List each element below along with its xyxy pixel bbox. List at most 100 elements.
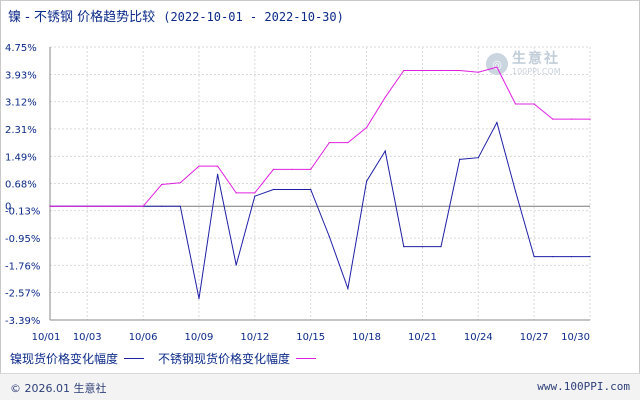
data-point [235, 264, 237, 266]
data-point [533, 256, 535, 258]
data-point [477, 157, 479, 159]
footer-copyright: © 2026.01 生意社 [10, 382, 107, 395]
data-point [552, 118, 554, 120]
data-point [328, 235, 330, 238]
data-point [310, 168, 312, 170]
data-point [217, 165, 219, 167]
data-point [570, 118, 573, 120]
legend-item-nickel: 镍现货价格变化幅度 [10, 350, 145, 367]
data-point [347, 287, 349, 290]
data-point [272, 168, 274, 170]
data-point [514, 103, 517, 105]
data-point [403, 69, 405, 72]
watermark-name: 生意社 [512, 51, 560, 67]
data-point [403, 246, 405, 248]
data-point [328, 142, 330, 144]
y-tick-label: -0.13% [5, 207, 40, 218]
data-point [421, 246, 423, 248]
chart-title: 镍 - 不锈钢 价格趋势比较 (2022-10-01 - 2022-10-30) [8, 6, 344, 25]
y-tick-label: 0.68% [5, 180, 37, 191]
data-point [440, 69, 442, 72]
data-point [198, 165, 200, 167]
data-point [570, 256, 573, 258]
chart-title-text: 镍 - 不锈钢 价格趋势比较 [8, 10, 156, 25]
y-tick-label: -3.39% [5, 316, 40, 327]
data-point [254, 195, 256, 197]
x-tick-label: 10/15 [296, 332, 325, 343]
data-point [366, 180, 368, 182]
watermark-url: 100PPI.COM [512, 67, 561, 76]
x-tick-label: 10/27 [520, 332, 549, 343]
data-point [217, 173, 219, 175]
footer: © 2026.01 生意社 www.100PPI.com [0, 374, 640, 400]
y-tick-label: -2.57% [5, 288, 40, 299]
data-point [179, 182, 181, 184]
data-point [291, 188, 293, 191]
x-tick-label: 10/09 [185, 332, 214, 343]
x-tick-label: 10/24 [464, 332, 493, 343]
data-point [421, 69, 423, 72]
data-point [514, 190, 517, 192]
data-point [86, 205, 88, 207]
legend-swatch-nickel [124, 358, 145, 359]
x-tick-label: 10/30 [561, 332, 590, 343]
data-point [179, 205, 181, 207]
data-point [161, 183, 163, 186]
x-tick-label: 10/01 [32, 332, 61, 343]
data-point [477, 71, 479, 73]
x-tick-label: 10/21 [408, 332, 437, 343]
data-point [589, 118, 591, 120]
legend-swatch-stainless [296, 358, 317, 359]
data-point [552, 256, 554, 258]
chart-date-range: (2022-10-01 - 2022-10-30) [163, 10, 344, 24]
data-point [254, 192, 256, 194]
chart-legend: 镍现货价格变化幅度 不锈钢现货价格变化幅度 [10, 350, 330, 367]
data-point [496, 66, 498, 68]
y-tick-label: -1.76% [5, 261, 40, 272]
x-tick-label: 10/18 [352, 332, 381, 343]
legend-label-nickel: 镍现货价格变化幅度 [10, 352, 119, 366]
data-point [272, 188, 274, 191]
data-point [440, 246, 442, 248]
x-tick-label: 10/12 [240, 332, 269, 343]
data-point [496, 121, 498, 124]
y-tick-label: 4.75% [5, 43, 37, 54]
data-point [49, 205, 51, 207]
data-point [105, 205, 107, 207]
footer-url[interactable]: www.100PPI.com [537, 380, 630, 393]
y-tick-label: 1.49% [5, 152, 37, 163]
data-point [459, 158, 461, 160]
data-point [589, 256, 591, 258]
data-point [235, 192, 237, 194]
data-point [198, 297, 200, 300]
data-point [347, 142, 349, 144]
watermark: ◎ 生意社 100PPI.COM [486, 52, 561, 76]
x-tick-label: 10/03 [73, 332, 102, 343]
data-point [310, 188, 312, 191]
y-tick-label: 3.93% [5, 71, 37, 82]
footer-divider [0, 373, 640, 374]
y-tick-label: 2.31% [5, 125, 37, 136]
data-point [384, 150, 386, 152]
x-tick-label: 10/06 [129, 332, 158, 343]
chart-series-lines [49, 66, 591, 300]
legend-label-stainless: 不锈钢现货价格变化幅度 [158, 352, 291, 366]
legend-item-stainless: 不锈钢现货价格变化幅度 [158, 350, 317, 367]
y-tick-label: 3.12% [5, 98, 37, 109]
chart-tick-labels: 4.75% 3.93% 3.12% 2.31% 1.49% 0.68% -0.13% -0.9… [5, 43, 590, 343]
data-point [459, 69, 461, 72]
data-point [161, 205, 163, 207]
line-chart: 4.75% 3.93% 3.12% 2.31% 1.49% 0.68% -0.13% -0.9… [5, 43, 591, 343]
data-point [291, 168, 293, 170]
data-point [68, 205, 70, 207]
watermark-logo-icon: ◎ [486, 53, 508, 75]
chart-grid [49, 46, 591, 321]
y-tick-label: -0.95% [5, 234, 40, 245]
zero-label: 0 [5, 201, 11, 212]
series-line-1 [50, 66, 590, 207]
data-point [142, 205, 144, 207]
data-point [123, 205, 126, 207]
data-point [366, 126, 368, 129]
data-point [533, 103, 535, 105]
data-point [384, 96, 386, 98]
